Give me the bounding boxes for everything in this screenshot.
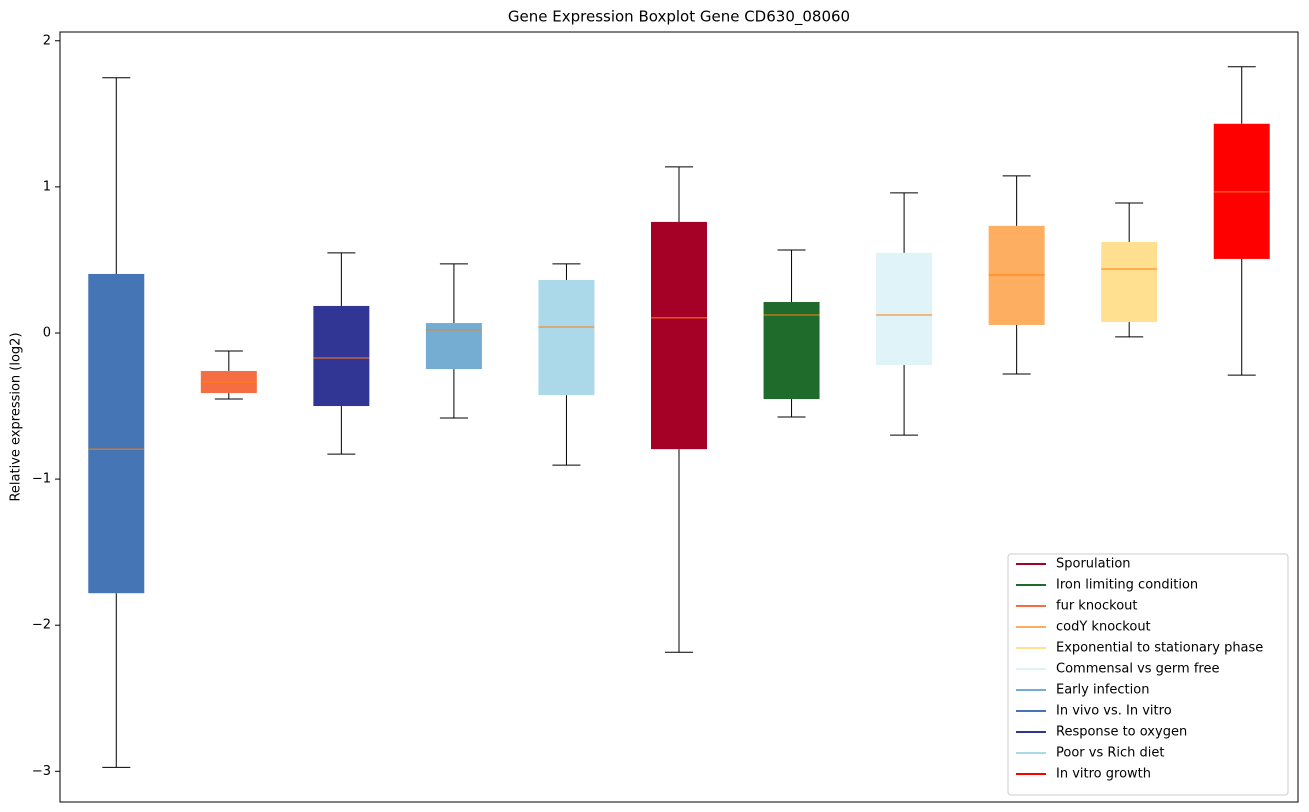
legend-frame: [1007, 553, 1289, 796]
legend-label: Sporulation: [1056, 557, 1131, 572]
box: [313, 305, 370, 407]
legend-label: Iron limiting condition: [1056, 578, 1198, 593]
legend-label: Exponential to stationary phase: [1056, 641, 1263, 656]
y-tick-label: 1: [43, 179, 51, 194]
box: [88, 273, 145, 594]
box: [538, 279, 595, 396]
plot-frame: [59, 31, 1299, 803]
box: [651, 221, 707, 450]
y-axis-label: Relative expression (log2): [9, 332, 24, 501]
legend-label: Response to oxygen: [1056, 725, 1187, 740]
chart-title: Gene Expression Boxplot Gene CD630_08060: [508, 8, 850, 27]
legend-label: codY knockout: [1056, 620, 1151, 635]
legend-label: In vitro growth: [1056, 767, 1151, 782]
y-tick-label: 0: [43, 325, 51, 340]
y-tick-label: −1: [32, 472, 51, 487]
legend-label: fur knockout: [1056, 599, 1138, 614]
y-tick-label: −2: [32, 618, 51, 633]
legend-label: In vivo vs. In vitro: [1056, 704, 1172, 719]
legend-label: Commensal vs germ free: [1056, 662, 1219, 677]
box: [876, 252, 933, 365]
legend-label: Early infection: [1056, 683, 1149, 698]
box: [1101, 241, 1158, 323]
y-tick-label: −3: [32, 764, 51, 779]
box: [1213, 123, 1270, 259]
legend-label: Poor vs Rich diet: [1056, 746, 1164, 761]
y-tick-label: 2: [43, 33, 51, 48]
box: [425, 323, 482, 370]
box: [763, 302, 820, 400]
